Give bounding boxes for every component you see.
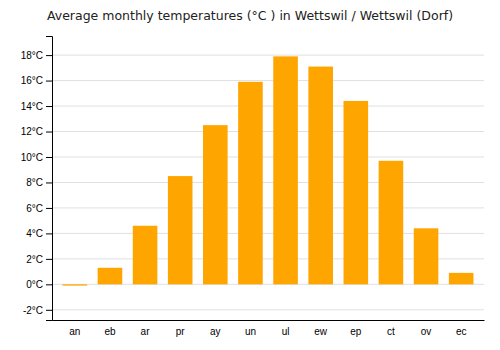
x-tick-label: pr xyxy=(176,326,186,337)
y-tick-label: -2°C xyxy=(23,305,43,316)
grid-line xyxy=(52,182,484,183)
x-axis-line xyxy=(53,320,485,321)
x-tick: pr xyxy=(176,326,186,337)
bar xyxy=(414,228,439,284)
x-tick-label: ay xyxy=(210,326,221,337)
y-tick-label: 4°C xyxy=(26,228,43,239)
chart: an eb ar pr ay un ul ew ep ct ov ec -2°C 0°C 2°C 4°C 6°C… xyxy=(0,0,500,350)
y-tick-mark xyxy=(46,284,52,285)
y-tick-mark xyxy=(46,55,52,56)
y-tick-label: 14°C xyxy=(21,101,43,112)
x-tick: ar xyxy=(141,326,151,337)
bars xyxy=(63,56,474,285)
bar xyxy=(203,125,228,284)
y-tick-mark xyxy=(46,106,52,107)
grid xyxy=(52,55,484,310)
y-axis: -2°C 0°C 2°C 4°C 6°C 8°C 10°C 12°C 14°C 16°C 18°C xyxy=(21,37,53,321)
bar xyxy=(238,82,263,284)
y-tick-mark xyxy=(46,182,52,183)
y-tick: 10°C xyxy=(21,152,52,163)
x-tick-label: ul xyxy=(282,326,290,337)
y-tick: 16°C xyxy=(21,75,52,86)
y-axis-line xyxy=(46,37,53,321)
grid-line xyxy=(52,80,484,81)
y-tick-label: 12°C xyxy=(21,126,43,137)
x-tick-label: ew xyxy=(314,326,328,337)
y-tick-mark xyxy=(46,208,52,209)
y-tick: 4°C xyxy=(26,228,52,239)
bar xyxy=(98,268,123,285)
x-tick: ay xyxy=(210,326,221,337)
bar xyxy=(168,176,193,284)
y-tick: 2°C xyxy=(26,254,52,265)
y-tick-label: 16°C xyxy=(21,75,43,86)
y-tick-label: 10°C xyxy=(21,152,43,163)
x-tick: an xyxy=(69,326,80,337)
x-tick: ec xyxy=(456,326,467,337)
bar xyxy=(63,284,88,285)
x-axis: an eb ar pr ay un ul ew ep ct ov ec xyxy=(53,321,485,338)
x-tick: un xyxy=(245,326,256,337)
y-tick-label: 6°C xyxy=(26,203,43,214)
y-tick: 14°C xyxy=(21,101,52,112)
bar xyxy=(379,161,404,285)
y-tick-mark xyxy=(46,259,52,260)
y-tick-label: 0°C xyxy=(26,279,43,290)
y-tick-label: 8°C xyxy=(26,177,43,188)
grid-line xyxy=(52,55,484,56)
y-tick-mark xyxy=(46,310,52,311)
x-tick-label: ec xyxy=(456,326,467,337)
plot-area: an eb ar pr ay un ul ew ep ct ov ec -2°C 0°C 2°C 4°C 6°C… xyxy=(21,37,485,338)
bar xyxy=(344,101,369,284)
x-tick-label: ar xyxy=(141,326,151,337)
y-tick-mark xyxy=(46,233,52,234)
title: Average monthly temperatures (°C ) in We… xyxy=(47,8,453,23)
x-tick: ov xyxy=(421,326,432,337)
x-tick: ct xyxy=(387,326,395,337)
y-tick-label: 18°C xyxy=(21,50,43,61)
bar xyxy=(449,273,474,284)
x-tick: ew xyxy=(314,326,328,337)
y-tick-mark xyxy=(46,132,52,133)
bar xyxy=(308,67,333,285)
grid-line xyxy=(52,106,484,107)
x-tick: eb xyxy=(104,326,116,337)
x-tick-label: an xyxy=(69,326,80,337)
y-tick-mark xyxy=(46,157,52,158)
y-tick: 18°C xyxy=(21,50,52,61)
bar xyxy=(133,226,158,285)
bar xyxy=(273,56,298,284)
grid-line xyxy=(52,131,484,132)
x-tick-label: eb xyxy=(104,326,116,337)
y-tick: 6°C xyxy=(26,203,52,214)
y-tick-mark xyxy=(46,81,52,82)
x-tick-label: ct xyxy=(387,326,395,337)
y-tick: 8°C xyxy=(26,177,52,188)
grid-line xyxy=(52,156,484,157)
y-tick: -2°C xyxy=(23,305,52,316)
x-tick-label: ov xyxy=(421,326,432,337)
grid-line xyxy=(52,207,484,208)
x-tick: ep xyxy=(350,326,362,337)
y-tick-label: 2°C xyxy=(26,254,43,265)
grid-line xyxy=(52,309,484,310)
x-tick-label: ep xyxy=(350,326,362,337)
y-tick: 0°C xyxy=(26,279,52,290)
y-tick: 12°C xyxy=(21,126,52,137)
x-tick-label: un xyxy=(245,326,256,337)
x-tick: ul xyxy=(282,326,290,337)
